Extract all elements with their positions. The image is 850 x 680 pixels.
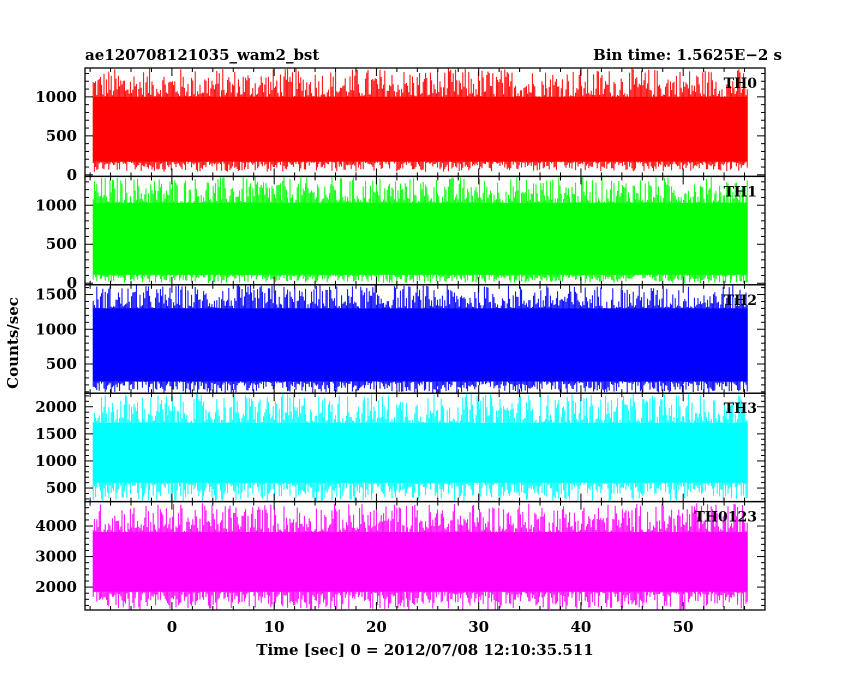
series-line-th1 [92,176,748,284]
y-tick-label-th0123: 4000 [35,517,77,535]
y-tick-label-th0: 0 [67,166,77,184]
y-tick-label-th1: 0 [67,274,77,292]
series-line-th3 [92,393,748,502]
panel-frame-th0123 [84,500,766,611]
panel-th2: 500 1000 1500 TH2 [35,284,766,394]
y-tick-label-th1: 1000 [35,196,77,214]
panel-th0123: 2000 3000 4000 TH0123 [35,500,766,611]
series-line-th0123 [92,503,748,610]
y-tick-label-th1: 500 [46,235,77,253]
y-tick-label-th0123: 3000 [35,548,77,566]
y-tick-label-th0: 500 [46,127,77,145]
x-tick-label: 0 [167,618,177,636]
y-tick-label-th3: 1000 [35,452,77,470]
x-tick-label: 20 [366,618,387,636]
x-tick-label: 30 [468,618,489,636]
panel-label-th0: TH0 [724,76,758,92]
x-tick-label: 40 [571,618,592,636]
panel-label-th3: TH3 [724,401,757,417]
y-tick-label-th3: 500 [46,479,77,497]
x-axis-label: Time [sec] 0 = 2012/07/08 12:10:35.511 [256,641,593,659]
chart-title-left: ae120708121035_wam2_bst [85,46,319,64]
x-tick-label: 10 [264,618,285,636]
panel-th0: 0 500 1000 TH0 [35,67,766,184]
chart-title-right: Bin time: 1.5625E−2 s [593,46,782,64]
panel-th1: 0 500 1000 TH1 [35,175,766,292]
y-tick-label-th0123: 2000 [35,578,77,596]
y-tick-label-th2: 500 [46,355,77,373]
y-axis-label: Counts/sec [4,297,22,389]
panel-label-th2: TH2 [724,293,757,309]
y-tick-label-th0: 1000 [35,88,77,106]
series-line-th2 [92,284,748,394]
series-line-th0 [92,68,748,172]
panel-label-th1: TH1 [724,184,757,200]
y-tick-label-th2: 1000 [35,320,77,338]
panel-label-th0123: TH0123 [694,510,757,526]
y-tick-label-th2: 1500 [35,286,77,304]
panel-th3: 500 1000 1500 2000 TH3 [35,392,766,503]
y-tick-label-th3: 2000 [35,398,77,416]
y-tick-label-th3: 1500 [35,425,77,443]
x-tick-label: 50 [673,618,694,636]
